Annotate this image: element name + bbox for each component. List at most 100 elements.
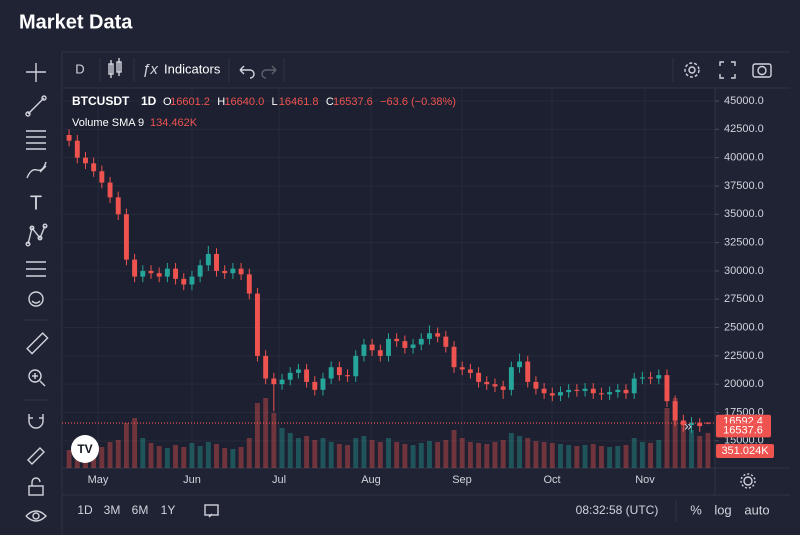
chart-pane [62, 88, 715, 468]
volume-bar [361, 436, 367, 468]
candle-body [148, 270, 154, 274]
legend-interval: 1D [141, 94, 157, 108]
volume-bar [459, 438, 465, 468]
volume-bar [99, 447, 105, 468]
left-toolbar: T [24, 63, 49, 522]
scale-option[interactable]: log [714, 502, 731, 517]
bottom-bar: 08:32:58 (UTC) 1D 3M 6M 1Y% log auto [77, 473, 770, 522]
goto-date-button[interactable] [204, 504, 219, 518]
candle-body [279, 379, 285, 385]
volume-bar [672, 398, 678, 468]
brush-tool[interactable] [26, 161, 47, 179]
undo-button[interactable] [239, 65, 255, 79]
candle-body [435, 333, 441, 337]
volume-bar [263, 398, 269, 468]
scale-option[interactable]: auto [744, 502, 769, 517]
axis-settings[interactable] [740, 473, 756, 489]
volume-bar [353, 438, 359, 468]
candle-body [533, 381, 539, 389]
volume-bar [173, 445, 179, 468]
y-tick-label: 35000.0 [724, 208, 764, 220]
ohlc-value: 16461.8 [279, 96, 319, 108]
range-button[interactable]: 1Y [161, 503, 176, 517]
volume-bar [705, 432, 711, 468]
ohlc-letter: H [217, 96, 225, 108]
volume-bar [246, 438, 252, 468]
settings-button[interactable] [684, 62, 700, 78]
candle-body [164, 268, 170, 277]
crosshair-tool[interactable] [26, 63, 46, 82]
volume-bar [664, 408, 670, 468]
candle-body [181, 278, 187, 285]
ohlc-value: 16601.2 [170, 96, 210, 108]
scroll-right[interactable]: » [684, 418, 692, 434]
candle-body [598, 393, 604, 395]
candle-body [656, 375, 662, 379]
x-tick-label: Aug [361, 474, 381, 486]
trendline-tool[interactable] [25, 95, 47, 117]
candle-body [418, 338, 424, 345]
volume-bar [508, 433, 514, 468]
fullscreen-button[interactable] [719, 61, 736, 79]
lock-tool[interactable] [28, 477, 44, 496]
text-tool[interactable]: T [30, 192, 42, 214]
candle-body [517, 361, 522, 368]
ohlc-letter: O [163, 96, 172, 108]
candle-body [361, 344, 367, 356]
volume-bar [697, 436, 703, 468]
pattern-tool[interactable] [25, 223, 48, 247]
volume-bar [205, 442, 211, 468]
volume-bar [410, 445, 416, 468]
y-tick-label: 25000.0 [724, 321, 764, 333]
candle-body [541, 388, 547, 394]
volume-label-box [716, 444, 774, 458]
magnet-tool[interactable] [28, 414, 44, 429]
indicators-icon[interactable]: ƒx [142, 61, 158, 78]
candle-body [689, 422, 694, 425]
y-tick-label: 32500.0 [724, 237, 764, 249]
lock-drawings-tool[interactable] [27, 447, 45, 465]
range-button[interactable]: 1D [77, 503, 93, 517]
emoji-tool[interactable] [28, 291, 44, 307]
volume-bar [631, 438, 637, 468]
zoom-tool[interactable] [28, 369, 46, 387]
candle-body [214, 253, 219, 271]
prediction-tool[interactable] [26, 261, 46, 277]
indicators-button[interactable]: Indicators [164, 61, 221, 76]
candle-body [205, 253, 211, 266]
range-button[interactable]: 6M [132, 503, 149, 517]
screenshot-button[interactable] [752, 63, 772, 78]
candle-body [345, 375, 351, 377]
candle-body [377, 350, 383, 356]
price-label: 16537.6 [723, 424, 763, 436]
range-button[interactable]: 3M [104, 503, 121, 517]
chart-type-button[interactable] [108, 58, 122, 78]
volume-bar [533, 441, 539, 468]
volume-bar [123, 423, 129, 468]
volume-bar [418, 443, 424, 468]
candle-body [263, 355, 269, 379]
volume-bar [484, 444, 490, 468]
volume-bar [615, 446, 621, 468]
volume-bar [590, 444, 596, 468]
candle-body [115, 197, 121, 215]
x-tick-label: Oct [543, 474, 560, 486]
logo: TV » [71, 418, 692, 463]
chart: 15000.017500.020000.022500.025000.027500… [62, 88, 774, 486]
volume-bar [435, 442, 441, 468]
candle-body [590, 388, 596, 394]
candle-body [353, 355, 359, 377]
scale-option[interactable]: % [690, 502, 702, 517]
volume-bar [558, 444, 563, 468]
interval-button[interactable]: D [75, 61, 84, 76]
clock: 08:32:58 (UTC) [576, 503, 659, 517]
visibility-tool[interactable] [25, 510, 47, 522]
candle-body [238, 268, 244, 275]
redo-button[interactable] [261, 65, 277, 79]
candle-body [255, 293, 260, 356]
ruler-tool[interactable] [26, 332, 49, 355]
volume-bar [517, 436, 522, 468]
fib-tool[interactable] [26, 130, 46, 150]
volume-bar [320, 438, 326, 468]
candle-body [402, 341, 408, 348]
